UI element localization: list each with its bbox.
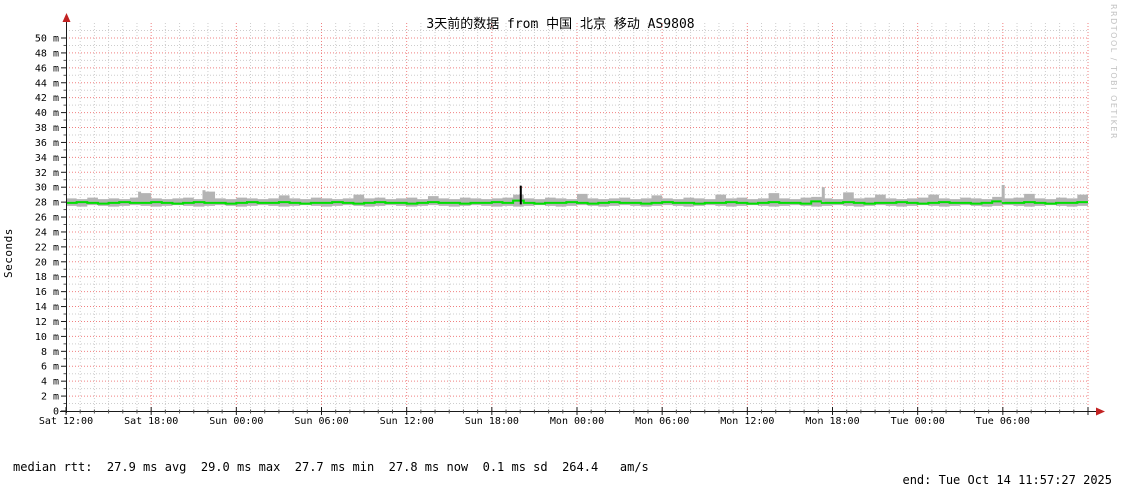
y-tick-label: 24 m [35,227,59,238]
y-tick-label: 10 m [35,332,59,343]
x-tick-label: Sun 12:00 [380,416,434,427]
chart-title: 3天前的数据 from 中国 北京 移动 AS9808 [426,17,695,32]
end-timestamp: end: Tue Oct 14 11:57:27 2025 [902,473,1112,487]
axes [60,13,1105,416]
y-tick-label: 12 m [35,317,59,328]
spike [202,190,206,201]
x-tick-label: Mon 18:00 [805,416,859,427]
y-tick-label: 8 m [41,347,59,358]
latency-chart: 2 m 4 m 6 m 8 m 10 m 12 m 14 m 16 m 18 m 20 m 22 m… [35,13,1105,428]
y-tick-label: 26 m [35,213,59,224]
y-tick-label: 18 m [35,272,59,283]
x-axis-arrow-icon [1096,407,1105,416]
y-tick-label: 0 [53,407,59,418]
tick-labels: 2 m 4 m 6 m 8 m 10 m 12 m 14 m 16 m 18 m 20 m 22 m… [35,34,1030,428]
y-tick-label: 4 m [41,377,59,388]
stats-block: median rtt: 27.9 ms avg 29.0 ms max 27.7… [13,432,649,494]
x-tick-label: Mon 06:00 [635,416,689,427]
spike [1001,184,1005,203]
y-tick-label: 32 m [35,168,59,179]
y-tick-label: 48 m [35,48,59,59]
x-tick-label: Sat 18:00 [124,416,178,427]
x-tick-label: Tue 06:00 [976,416,1030,427]
y-tick-label: 46 m [35,63,59,74]
y-tick-label: 22 m [35,242,59,253]
rrdtool-watermark: RRDTOOL / TOBI OETIKER [1109,4,1118,141]
y-tick-label: 40 m [35,108,59,119]
y-tick-label: 36 m [35,138,59,149]
latency-spikes [138,184,1005,205]
y-tick-label: 20 m [35,257,59,268]
y-tick-label: 14 m [35,302,59,313]
y-tick-label: 6 m [41,362,59,373]
x-tick-label: Tue 00:00 [891,416,945,427]
x-tick-label: Sun 18:00 [465,416,519,427]
spike [519,185,522,205]
median-line [66,199,1088,205]
x-tick-label: Sun 00:00 [209,416,263,427]
y-tick-label: 30 m [35,183,59,194]
y-axis-arrow-icon [62,13,71,22]
y-tick-label: 2 m [41,392,59,403]
smoke-band [66,191,1088,207]
x-tick-label: Sat 12:00 [39,416,93,427]
y-tick-label: 38 m [35,123,59,134]
spike [138,191,142,201]
y-tick-label: 42 m [35,93,59,104]
y-tick-label: 50 m [35,34,59,45]
spike [821,187,825,203]
x-tick-label: Mon 12:00 [720,416,774,427]
y-tick-label: 44 m [35,78,59,89]
y-tick-label: 34 m [35,153,59,164]
y-tick-label: 16 m [35,287,59,298]
y-tick-label: 28 m [35,198,59,209]
gridlines [66,23,1089,411]
x-tick-label: Mon 00:00 [550,416,604,427]
x-tick-label: Sun 06:00 [294,416,348,427]
median-rtt-stats: median rtt: 27.9 ms avg 29.0 ms max 27.7… [13,460,649,474]
